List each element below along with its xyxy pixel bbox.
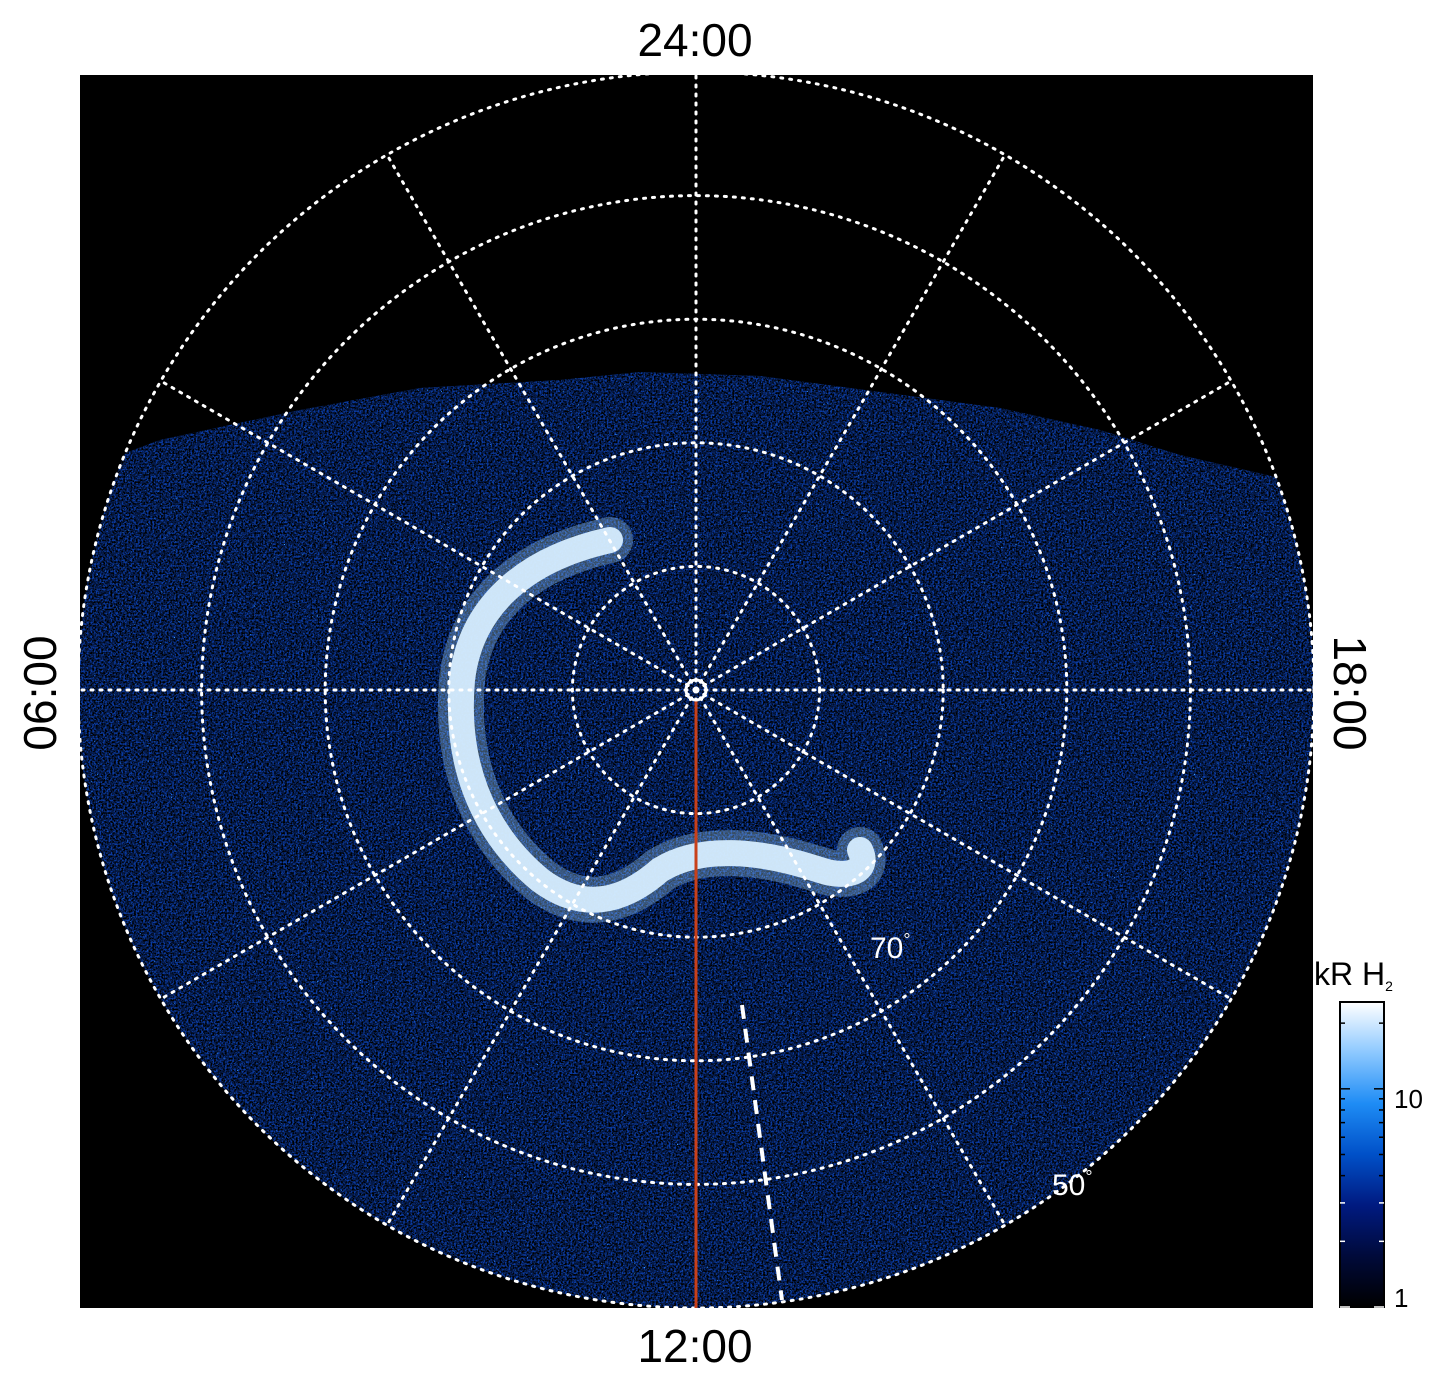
- meridian-line-16: [159, 688, 698, 1001]
- meridian-line-10: [694, 688, 1007, 1227]
- track-dashed-line: [740, 1004, 784, 1301]
- latitude-circle-80: [570, 564, 822, 816]
- colorbar-title: kR H2: [1314, 956, 1393, 994]
- latitude-label-70: 70°: [870, 930, 911, 965]
- local-time-label-top: 24:00: [637, 14, 752, 66]
- local-time-label-left: 06:00: [14, 635, 66, 750]
- meridian-line-20: [159, 379, 698, 692]
- local-time-label-bottom: 12:00: [637, 1320, 752, 1372]
- colorbar-gradient: [1339, 1001, 1385, 1308]
- local-time-label-right: 18:00: [1324, 635, 1376, 750]
- meridian-line-4: [694, 379, 1233, 692]
- meridian-line-22: [385, 153, 698, 692]
- latitude-label-50: 50°: [1052, 1167, 1093, 1202]
- meridian-line-8: [694, 688, 1233, 1001]
- auroral-oval: [447, 527, 876, 913]
- pole-marker: [684, 678, 708, 702]
- colorbar-tick-label-10: 10: [1394, 1084, 1423, 1114]
- meridian-line-14: [385, 688, 698, 1227]
- meridian-line-2: [694, 153, 1007, 692]
- colorbar: kR H2 10 1: [1314, 956, 1423, 1313]
- colorbar-ticks: [1340, 1022, 1384, 1308]
- colorbar-tick-label-1: 1: [1394, 1283, 1408, 1313]
